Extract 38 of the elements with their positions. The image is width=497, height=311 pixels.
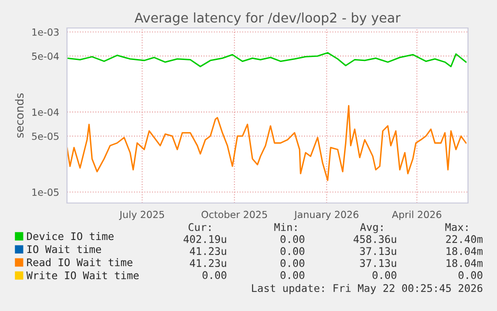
line-series <box>67 52 467 68</box>
text: Max: <box>445 223 468 232</box>
legend-label: Write IO Wait time <box>26 271 139 280</box>
text: 18.04m <box>446 247 483 256</box>
text: 0.00 <box>458 271 482 280</box>
text: 22.40m <box>446 235 483 244</box>
x-tick-label: January 2026 <box>294 210 358 220</box>
y-axis-title: seconds <box>15 93 24 138</box>
text: 0.00 <box>202 271 226 280</box>
text: 18.04m <box>446 259 483 268</box>
text: Avg: <box>360 223 382 234</box>
text: Min: <box>274 222 296 231</box>
y-tick-label: 1e-05 <box>32 188 59 196</box>
legend-label: Read IO Wait time <box>27 258 132 266</box>
x-tick-label: October 2025 <box>202 210 267 218</box>
x-tick-label: July 2025 <box>119 210 164 220</box>
text: 0.00 <box>280 259 304 268</box>
text: 41.23u <box>190 259 226 268</box>
y-tick-label: 5e-05 <box>32 132 59 140</box>
legend-label: Device IO time <box>27 232 114 240</box>
y-tick-label: 1e-04 <box>32 108 59 116</box>
text: Last update: Fri May 22 00:25:45 2026 <box>252 284 482 294</box>
text: 0.00 <box>280 247 304 256</box>
y-tick-label: 5e-04 <box>32 52 59 60</box>
text: 0.00 <box>280 271 304 280</box>
text: 0.00 <box>372 271 396 280</box>
text: 402.19u <box>184 235 226 244</box>
x-tick-label: April 2026 <box>392 210 442 220</box>
text: Cur: <box>188 223 210 232</box>
line-series <box>67 104 467 182</box>
chart-title: Average latency for /dev/loop2 - by year <box>134 12 401 26</box>
legend-label: IO Wait time <box>27 245 102 254</box>
y-tick-label: 1e-03 <box>32 28 59 36</box>
text: 37.13u <box>360 247 396 256</box>
text: 458.36u <box>354 235 396 244</box>
text: 37.13u <box>360 259 396 268</box>
text: 41.23u <box>190 247 226 256</box>
text: 0.00 <box>280 235 304 244</box>
